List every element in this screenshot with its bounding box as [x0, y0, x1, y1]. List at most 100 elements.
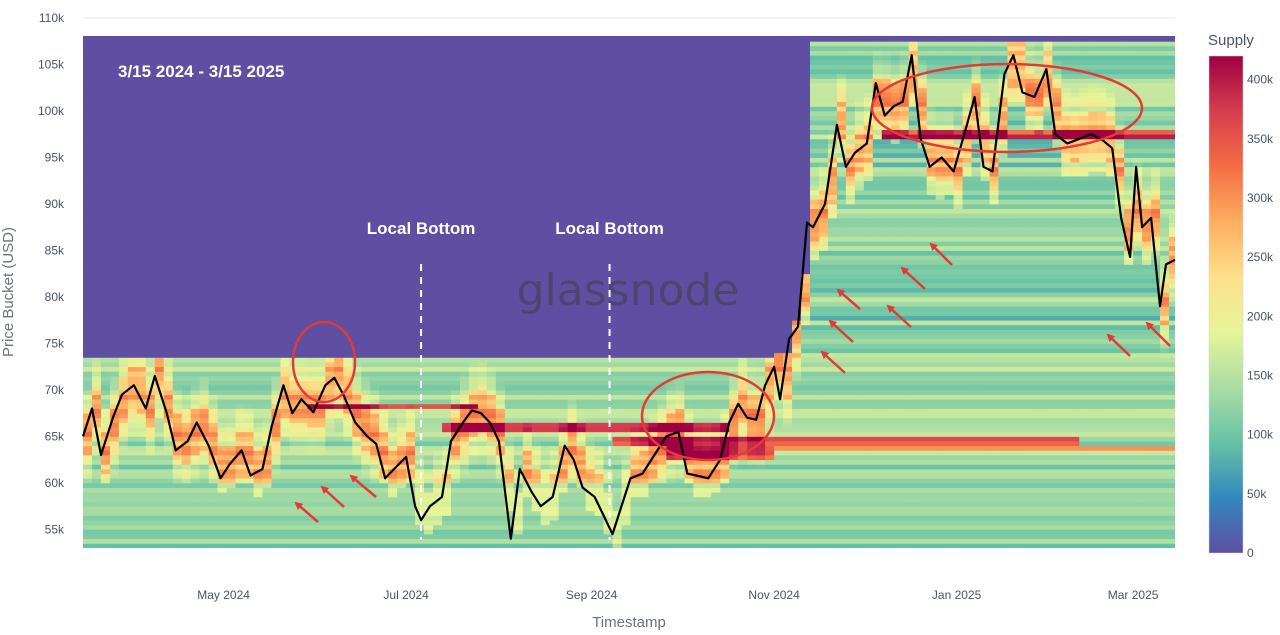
- heatmap-cell: [379, 496, 389, 502]
- heatmap-cell: [388, 385, 398, 391]
- heatmap-cell: [307, 283, 317, 289]
- heatmap-cell: [307, 329, 317, 335]
- heatmap-cell: [172, 190, 183, 196]
- heatmap-cell: [433, 362, 443, 368]
- heatmap-cell: [289, 492, 299, 498]
- heatmap-cell: [352, 269, 362, 275]
- heatmap-cell: [100, 250, 111, 256]
- heatmap-cell: [91, 73, 102, 79]
- heatmap-cell: [190, 487, 201, 493]
- heatmap-cell: [253, 427, 263, 433]
- heatmap-cell: [271, 296, 281, 302]
- heatmap-cell: [118, 538, 129, 544]
- heatmap-cell: [442, 110, 452, 117]
- heatmap-cell: [181, 245, 192, 251]
- heatmap-cell: [316, 194, 326, 200]
- heatmap-cell: [83, 194, 93, 200]
- heatmap-cell: [145, 50, 156, 56]
- heatmap-cell: [118, 534, 129, 540]
- heatmap-cell: [208, 292, 219, 298]
- heatmap-cell: [163, 50, 174, 56]
- heatmap-cell: [316, 106, 326, 112]
- heatmap-cell: [127, 208, 138, 214]
- heatmap-cell: [127, 283, 138, 289]
- heatmap-cell: [397, 324, 407, 330]
- heatmap-cell: [181, 250, 192, 256]
- heatmap-cell: [127, 41, 138, 47]
- heatmap-cell: [442, 371, 452, 377]
- heatmap-cell: [370, 143, 380, 149]
- heatmap-cell: [352, 324, 362, 330]
- heatmap-cell: [208, 185, 219, 191]
- heatmap-cell: [397, 278, 407, 284]
- heatmap-cell: [172, 283, 183, 289]
- heatmap-cell: [172, 129, 183, 135]
- heatmap-cell: [226, 115, 236, 121]
- heatmap-cell: [154, 36, 165, 37]
- heatmap-cell: [271, 36, 281, 42]
- heatmap-cell: [83, 78, 93, 84]
- heatmap-cell: [172, 124, 183, 130]
- heatmap-cell: [334, 524, 344, 530]
- heatmap-cell: [450, 338, 461, 344]
- heatmap-cell: [325, 375, 335, 382]
- heatmap-cell: [370, 36, 380, 37]
- heatmap-cell: [307, 524, 317, 530]
- heatmap-cell: [109, 538, 120, 544]
- heatmap-cell: [91, 459, 102, 465]
- heatmap-cell: [325, 92, 335, 98]
- heatmap-cell: [388, 73, 398, 79]
- heatmap-cell: [136, 436, 147, 442]
- heatmap-cell: [459, 106, 470, 112]
- heatmap-cell: [83, 36, 93, 37]
- heatmap-cell: [172, 64, 183, 70]
- heatmap-cell: [388, 334, 398, 340]
- heatmap-cell: [370, 194, 380, 200]
- heatmap-cell: [289, 78, 299, 84]
- heatmap-cell: [361, 185, 371, 191]
- heatmap-cell: [307, 510, 317, 516]
- heatmap-cell: [262, 101, 272, 107]
- heatmap-cell: [379, 348, 389, 354]
- heatmap-cell: [298, 73, 308, 79]
- heatmap-cell: [127, 264, 138, 270]
- heatmap-cell: [352, 459, 362, 465]
- heatmap-cell: [271, 199, 281, 205]
- heatmap-cell: [109, 310, 120, 316]
- heatmap-cell: [163, 92, 174, 98]
- heatmap-cell: [316, 231, 326, 237]
- heatmap-cell: [217, 36, 228, 37]
- heatmap-cell: [136, 413, 147, 419]
- heatmap-cell: [226, 227, 236, 233]
- heatmap-cell: [145, 468, 156, 475]
- heatmap-cell: [110, 18, 119, 23]
- heatmap-cell: [136, 320, 147, 326]
- heatmap-cell: [388, 23, 397, 28]
- heatmap-cell: [181, 529, 192, 535]
- heatmap-cell: [289, 222, 299, 228]
- heatmap-cell: [100, 320, 111, 326]
- heatmap-cell: [136, 459, 147, 465]
- heatmap-cell: [262, 259, 272, 265]
- heatmap-cell: [397, 264, 407, 270]
- heatmap-cell: [181, 338, 192, 344]
- heatmap-cell: [325, 510, 335, 516]
- heatmap-cell: [109, 343, 120, 349]
- heatmap-cell: [145, 492, 156, 498]
- heatmap-cell: [406, 366, 416, 372]
- heatmap-cell: [199, 166, 210, 172]
- heatmap-cell: [415, 510, 425, 516]
- heatmap-cell: [298, 427, 308, 433]
- heatmap-cell: [334, 185, 344, 191]
- heatmap-cell: [109, 431, 120, 437]
- heatmap-cell: [181, 101, 192, 107]
- heatmap-cell: [289, 529, 299, 535]
- heatmap-cell: [424, 59, 434, 65]
- heatmap-cell: [343, 273, 353, 279]
- heatmap-cell: [397, 92, 407, 98]
- heatmap-cell: [325, 227, 335, 233]
- heatmap-cell: [397, 529, 407, 535]
- heatmap-cell: [325, 83, 335, 89]
- heatmap-cell: [83, 310, 93, 316]
- heatmap-cell: [91, 310, 102, 316]
